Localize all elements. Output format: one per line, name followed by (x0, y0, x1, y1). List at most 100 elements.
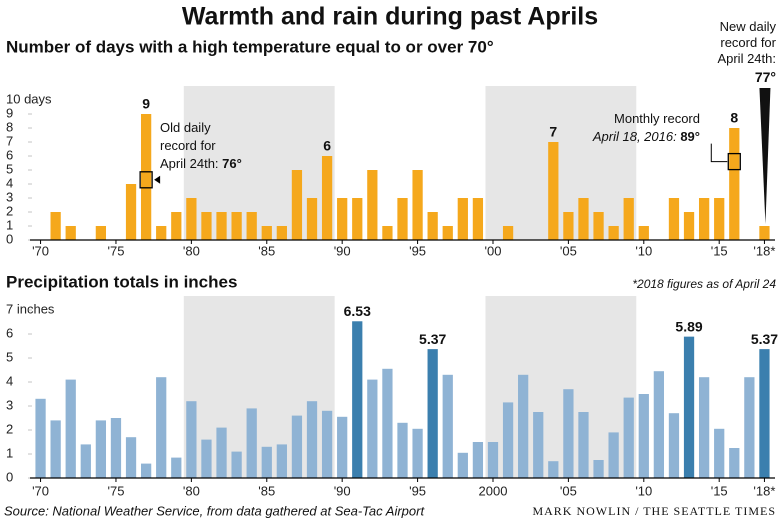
bar (578, 412, 589, 478)
value-label: 6 (323, 138, 331, 154)
bar (276, 444, 287, 478)
bar (638, 394, 649, 478)
bar (125, 184, 137, 240)
bar (729, 128, 740, 240)
bar (397, 422, 408, 478)
bar (291, 415, 303, 478)
bar (125, 437, 137, 478)
marker-box (139, 171, 153, 189)
bar (623, 198, 634, 240)
bar (321, 410, 333, 478)
annotation: April 24th: (717, 51, 776, 66)
x-tick-label: '75 (107, 243, 124, 258)
bar (759, 226, 770, 240)
x-tick-label: '05 (560, 483, 577, 498)
bar (502, 226, 514, 240)
bar (593, 212, 604, 240)
bar (729, 448, 740, 478)
x-tick-label: '90 (334, 243, 351, 258)
y-tick-label: 1 (6, 217, 13, 232)
bar (653, 371, 665, 478)
x-tick-label: '95 (409, 483, 426, 498)
bar (457, 452, 468, 478)
annotation-part: April 24th: (717, 51, 776, 66)
bar (186, 401, 197, 478)
bar (321, 156, 333, 240)
bar (668, 413, 680, 478)
bar (442, 374, 453, 478)
subtitle: Number of days with a high temperature e… (6, 37, 494, 56)
value-label: 5.37 (751, 331, 778, 347)
y-tick-label: 10 days (6, 91, 52, 106)
bar (201, 439, 212, 478)
annotation-part: 89° (680, 129, 700, 144)
annotation: record for (160, 138, 216, 153)
x-tick-label: '90 (334, 483, 351, 498)
bar (578, 198, 589, 240)
x-tick-label: '70 (32, 483, 49, 498)
shaded-band (485, 86, 637, 240)
x-tick-label: 2000 (479, 483, 508, 498)
bar (683, 336, 695, 478)
bar (487, 442, 499, 478)
annotation-part: New daily (720, 19, 777, 34)
annotation: April 18, 2016: 89° (592, 129, 700, 144)
bar (563, 212, 574, 240)
y-tick-label: 1 (6, 445, 13, 460)
x-tick-label: '75 (107, 483, 124, 498)
y-tick-label: 0 (6, 231, 13, 246)
bar (186, 198, 197, 240)
bar (759, 349, 770, 478)
y-tick-label: 6 (6, 147, 13, 162)
bar (382, 368, 393, 478)
bar (65, 379, 76, 478)
bar (216, 427, 227, 478)
bar (261, 226, 272, 240)
bar (50, 212, 61, 240)
bar (352, 321, 363, 478)
y-tick-label: 6 (6, 325, 13, 340)
bar (427, 212, 438, 240)
marker-line (710, 143, 728, 163)
bar (518, 374, 529, 478)
annotation-part: Monthly record (614, 111, 700, 126)
value-label: 5.37 (419, 331, 446, 347)
bar (231, 212, 242, 240)
y-tick-label: 3 (6, 397, 13, 412)
bar (80, 444, 91, 478)
marker-box (727, 152, 741, 171)
bar (367, 170, 378, 240)
y-tick-label: 7 (6, 133, 13, 148)
bar (65, 226, 76, 240)
x-tick-label: '85 (258, 483, 275, 498)
marker-arrow (154, 175, 161, 184)
annotation: record for (720, 35, 776, 50)
bar (246, 212, 257, 240)
y-tick-label: 4 (6, 175, 13, 190)
bar (698, 377, 710, 478)
x-tick-label: '10 (635, 483, 652, 498)
bar (352, 198, 363, 240)
bar (201, 212, 212, 240)
bar (638, 226, 649, 240)
bar (156, 226, 167, 240)
y-tick-label: 8 (6, 119, 13, 134)
bar (140, 463, 152, 478)
y-tick-label: 9 (6, 105, 13, 120)
bar (231, 451, 242, 478)
annotation: Monthly record (614, 111, 700, 126)
bar (683, 212, 695, 240)
subtitle: Precipitation totals in inches (6, 272, 237, 291)
bar (246, 408, 257, 478)
bar (291, 170, 303, 240)
x-tick-label: '18* (753, 243, 775, 258)
y-tick-label: 7 inches (6, 301, 55, 316)
bar (548, 142, 559, 240)
y-tick-label: 0 (6, 469, 13, 484)
annotation-part: April 24th: (160, 156, 222, 171)
bar (367, 379, 378, 478)
bar (472, 198, 484, 240)
bar (276, 226, 287, 240)
x-tick-label: '18* (753, 483, 775, 498)
bar (533, 412, 544, 478)
